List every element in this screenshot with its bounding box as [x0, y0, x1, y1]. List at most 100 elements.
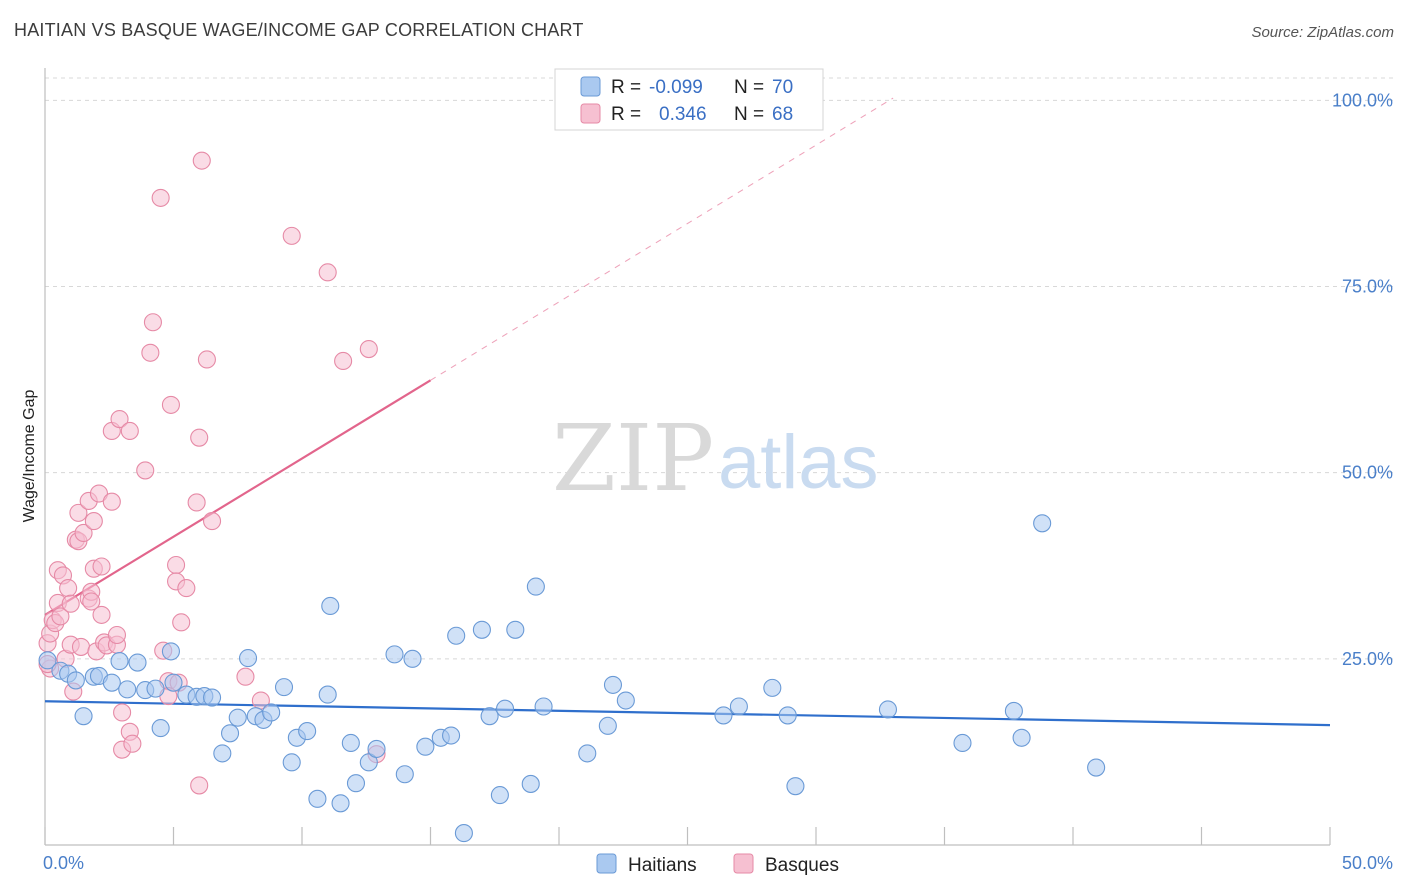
haitians-point [403, 649, 422, 668]
basques-point [141, 343, 160, 362]
haitians-point [341, 733, 360, 753]
haitians-point [346, 774, 366, 793]
basques-point [190, 776, 209, 795]
haitians-point [164, 673, 183, 692]
legend-swatch-basques [733, 853, 754, 874]
haitians-point [146, 679, 165, 698]
basques-point [192, 151, 211, 170]
haitians-point [878, 700, 898, 719]
legend-n-label: N = [734, 77, 764, 98]
x-tick-label: 50.0% [1342, 853, 1393, 873]
basques-point [113, 703, 132, 722]
basques-point [71, 637, 91, 656]
axes [44, 68, 1331, 846]
haitians-point [66, 671, 85, 690]
basques-trend-extension [430, 97, 894, 381]
basques-point [143, 313, 162, 332]
haitians-point [521, 774, 540, 793]
haitians-point [1004, 701, 1023, 721]
haitians-point [38, 651, 57, 670]
legend-swatch-haitians [580, 76, 601, 97]
legend-r-value-basques: 0.346 [659, 104, 707, 125]
haitians-point [298, 722, 317, 741]
haitians-point [454, 824, 473, 843]
haitians-point [729, 697, 748, 716]
basques-point [123, 734, 142, 753]
legend-r-label: R = [611, 77, 641, 98]
basques-point [107, 625, 127, 645]
haitians-point [238, 649, 258, 668]
haitians-point [1087, 758, 1106, 777]
haitians-point [308, 789, 327, 808]
haitians-point [1033, 514, 1052, 533]
haitians-point [321, 596, 340, 616]
haitians-point [359, 753, 378, 772]
watermark: ZIP atlas [552, 405, 879, 512]
haitians-point [495, 699, 515, 718]
legend-n-value-haitians: 70 [772, 77, 793, 98]
haitians-point [598, 716, 617, 735]
basques-point [177, 579, 196, 598]
basques-trend-line [44, 379, 432, 616]
legend-label-haitians: Haitians [628, 855, 697, 876]
legend-n-label: N = [734, 104, 764, 125]
basques-point [282, 226, 301, 245]
haitians-point [74, 707, 93, 726]
haitians-point [395, 765, 414, 784]
legend-swatch-haitians [596, 853, 617, 874]
basques-point [89, 484, 109, 503]
grid-lines [45, 77, 1395, 660]
haitians-point [442, 726, 461, 745]
haitians-point [213, 744, 232, 763]
haitians-point [220, 724, 240, 743]
haitians-point [282, 753, 301, 772]
legend-r-value-haitians: -0.099 [649, 77, 703, 98]
haitians-point [786, 777, 805, 796]
haitians-point [1012, 728, 1031, 747]
y-tick-label: 100.0% [1332, 90, 1393, 110]
haitians-point [506, 620, 525, 639]
basques-point [84, 512, 103, 531]
basques-point [92, 605, 111, 624]
basques-point [82, 592, 101, 611]
haitians-point [447, 626, 466, 645]
y-tick-labels: 25.0% 50.0% 75.0% 100.0% [1332, 90, 1393, 668]
basques-point [110, 410, 129, 429]
basques-point [167, 555, 186, 575]
haitians-point [110, 652, 129, 671]
chart-title: HAITIAN VS BASQUE WAGE/INCOME GAP CORREL… [14, 20, 584, 40]
x-tick-label: 0.0% [43, 853, 84, 873]
x-tick-labels: 0.0% 50.0% [43, 853, 1393, 873]
haitians-point [953, 733, 972, 753]
basques-point [318, 263, 337, 282]
basques-point [236, 667, 255, 686]
haitians-point [228, 708, 247, 727]
haitians-point [128, 653, 147, 672]
y-axis-title: Wage/Income Gap [21, 390, 38, 523]
y-tick-label: 25.0% [1342, 649, 1393, 669]
basques-point [61, 594, 80, 613]
watermark-atlas: atlas [718, 420, 879, 505]
y-tick-label: 75.0% [1342, 277, 1393, 297]
haitians-point [616, 691, 635, 710]
haitians-point [102, 673, 121, 692]
haitians-point [161, 642, 180, 661]
basques-point [203, 512, 222, 531]
haitians-point [763, 678, 782, 697]
basques-point [120, 421, 139, 441]
basques-point [92, 557, 111, 576]
basques-point [359, 340, 378, 359]
basques-point [151, 188, 170, 207]
basques-point [187, 493, 206, 512]
haitians-point [480, 707, 499, 726]
haitians-point [151, 719, 170, 738]
basques-point [74, 523, 93, 543]
basques-point [102, 492, 121, 511]
haitians-point [203, 688, 222, 707]
haitians-point [385, 645, 404, 664]
legend-swatch-basques [580, 103, 601, 124]
haitians-point [262, 703, 281, 722]
legend-r-label: R = [611, 104, 641, 125]
haitians-point [534, 697, 553, 716]
